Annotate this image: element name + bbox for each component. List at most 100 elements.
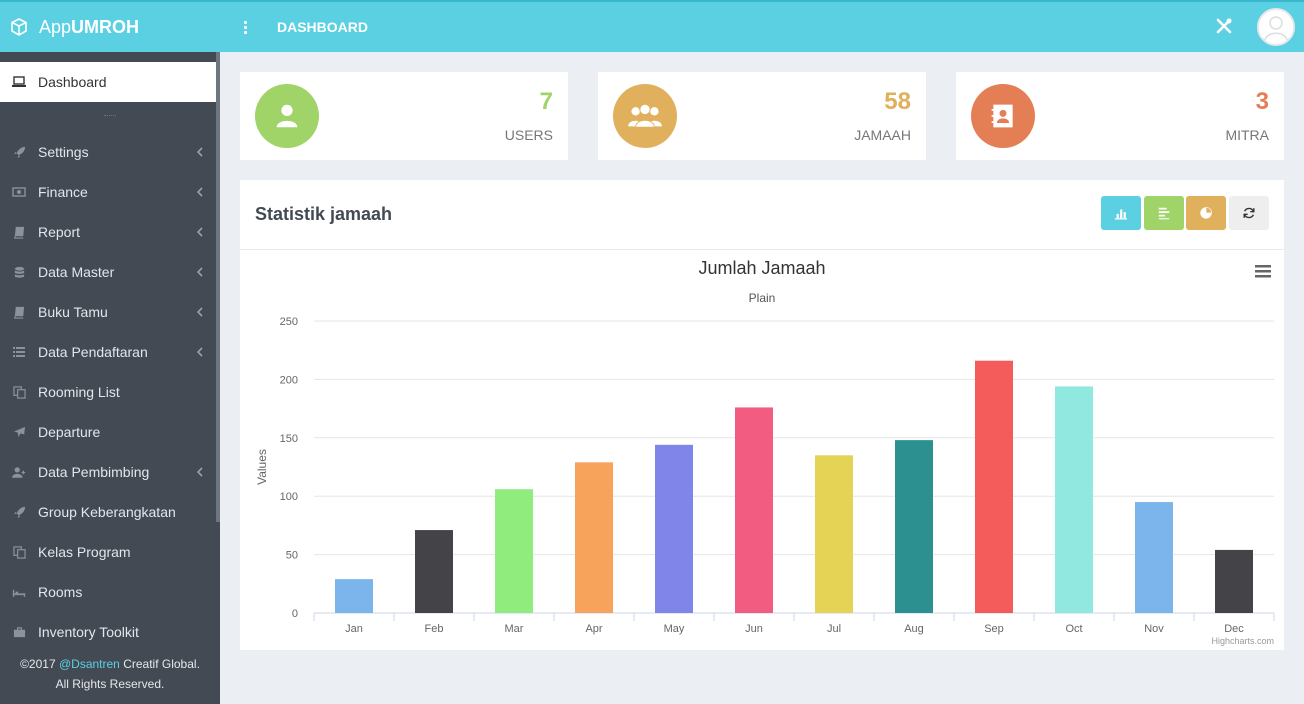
refresh-icon — [1243, 207, 1255, 219]
sidebar-item-label: Rooms — [38, 584, 83, 600]
chevron-left-icon — [196, 347, 203, 357]
sidebar-item-finance[interactable]: Finance — [0, 172, 216, 212]
tools-icon[interactable] — [1214, 17, 1234, 37]
stat-value: 58 — [884, 88, 911, 115]
y-tick-label: 150 — [280, 433, 298, 445]
bar-feb — [415, 530, 453, 613]
chart-panel: Statistik jamaah Jumlah Jamaah Plain 0 50 10… — [240, 180, 1284, 650]
x-tick-label: Mar — [505, 623, 524, 635]
chart-title: Jumlah Jamaah — [698, 258, 825, 278]
sidebar-item-label: Finance — [38, 184, 88, 200]
database-icon — [12, 265, 26, 279]
pie-chart-button[interactable] — [1186, 196, 1226, 230]
x-tick-label: Sep — [984, 623, 1004, 635]
bar-oct — [1055, 386, 1093, 613]
chart-credits: Highcharts.com — [1211, 636, 1274, 646]
sidebar-item-label: Data Pendaftaran — [38, 344, 148, 360]
chevron-left-icon — [196, 227, 203, 237]
x-tick-label: Apr — [585, 623, 602, 635]
x-tick-label: Dec — [1224, 623, 1244, 635]
y-tick-label: 0 — [292, 608, 298, 620]
sidebar-item-rooms[interactable]: Rooms — [0, 572, 216, 612]
column-chart: Jumlah Jamaah Plain 0 50 100 150 200 250 Values J… — [255, 258, 1275, 646]
top-bar: App UMROH DASHBOARD — [0, 0, 1304, 52]
bar-may — [655, 444, 693, 613]
plane-icon — [12, 425, 26, 439]
page-title: DASHBOARD — [277, 19, 368, 35]
rocket-icon — [12, 505, 26, 519]
sidebar-item-data-pendaftaran[interactable]: Data Pendaftaran — [0, 332, 216, 372]
stat-card-users: 7 USERS — [240, 72, 568, 160]
rocket-icon — [12, 145, 26, 159]
bar-chart-button[interactable] — [1144, 196, 1184, 230]
sidebar-item-label: Settings — [38, 144, 89, 160]
user-plus-icon — [12, 465, 26, 479]
sidebar-item-label: Data Master — [38, 264, 115, 280]
sidebar-item-dashboard[interactable]: Dashboard — [0, 62, 216, 102]
bar-jan — [335, 579, 373, 613]
stat-label: JAMAAH — [854, 127, 911, 143]
brand-logo[interactable]: App UMROH — [0, 2, 220, 52]
bar-chart-icon — [1158, 207, 1170, 220]
sidebar-item-buku-tamu[interactable]: Buku Tamu — [0, 292, 216, 332]
sidebar-item-label: Departure — [38, 424, 101, 440]
copy-icon — [12, 385, 26, 399]
sidebar-item-rooming-list[interactable]: Rooming List — [0, 372, 216, 412]
column-chart-icon — [1114, 209, 1128, 220]
chevron-left-icon — [196, 267, 203, 277]
sidebar-item-settings[interactable]: Settings — [0, 132, 216, 172]
sidebar-item-data-pembimbing[interactable]: Data Pembimbing — [0, 452, 216, 492]
sidebar-footer: ©2017 @Dsantren Creatif Global. All Righ… — [20, 657, 200, 691]
refresh-button[interactable] — [1229, 196, 1269, 230]
sidebar-item-label: Inventory Toolkit — [38, 624, 139, 640]
panel-header: Statistik jamaah — [240, 180, 1284, 250]
user-icon — [255, 84, 319, 148]
sidebar-scrollbar[interactable] — [216, 52, 220, 522]
sidebar-item-label: Rooming List — [38, 384, 120, 400]
bar-aug — [895, 440, 933, 613]
sidebar-item-label: Kelas Program — [38, 544, 131, 560]
contact-card-icon — [971, 84, 1035, 148]
chevron-left-icon — [196, 147, 203, 157]
author-link[interactable]: @Dsantren — [58, 657, 120, 671]
laptop-icon — [12, 76, 26, 87]
sidebar-item-inventory-toolkit[interactable]: Inventory Toolkit — [0, 612, 216, 652]
x-tick-label: Jul — [827, 623, 841, 635]
menu-toggle-icon[interactable] — [238, 16, 252, 38]
bed-icon — [12, 585, 26, 599]
sidebar-item-data-master[interactable]: Data Master — [0, 252, 216, 292]
sidebar-item-group-keberangkatan[interactable]: Group Keberangkatan — [0, 492, 216, 532]
sidebar-item-report[interactable]: Report — [0, 212, 216, 252]
book-icon — [12, 225, 26, 239]
stat-label: USERS — [504, 127, 553, 143]
y-tick-label: 200 — [280, 374, 298, 386]
y-tick-label: 250 — [280, 316, 298, 328]
divider — [104, 115, 116, 117]
briefcase-icon — [12, 625, 26, 639]
x-tick-label: Feb — [425, 623, 444, 635]
list-icon — [12, 345, 26, 359]
column-chart-button[interactable] — [1101, 196, 1141, 230]
chart-subtitle: Plain — [749, 291, 776, 305]
sidebar-item-label: Dashboard — [38, 74, 107, 90]
avatar[interactable] — [1257, 8, 1295, 46]
panel-title: Statistik jamaah — [255, 204, 393, 224]
stat-card-jamaah: 58 JAMAAH — [598, 72, 926, 160]
chevron-left-icon — [196, 467, 203, 477]
chart-menu-icon[interactable] — [1255, 265, 1271, 278]
chevron-left-icon — [196, 187, 203, 197]
sidebar-item-departure[interactable]: Departure — [0, 412, 216, 452]
bar-jul — [815, 455, 853, 613]
money-icon — [12, 185, 26, 199]
bar-sep — [975, 360, 1013, 613]
brand-prefix: App — [39, 16, 72, 37]
cube-icon — [11, 18, 27, 36]
sidebar-item-kelas-program[interactable]: Kelas Program — [0, 532, 216, 572]
x-tick-label: Jan — [345, 623, 363, 635]
book-icon — [12, 305, 26, 319]
bar-apr — [575, 462, 613, 613]
stat-value: 7 — [539, 88, 553, 115]
y-tick-label: 50 — [286, 550, 298, 562]
sidebar-item-label: Data Pembimbing — [38, 464, 150, 480]
x-tick-label: Nov — [1144, 623, 1164, 635]
